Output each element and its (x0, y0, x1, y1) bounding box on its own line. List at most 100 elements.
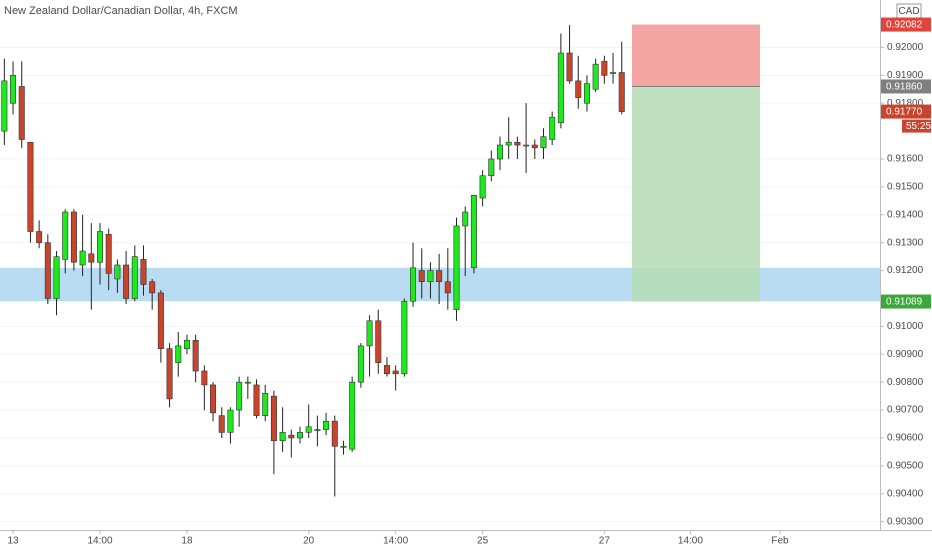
candle-body (531, 144, 538, 149)
candle-body (262, 393, 269, 416)
x-tick-label: Feb (771, 536, 789, 547)
chart-title: New Zealand Dollar/Canadian Dollar, 4h, … (4, 5, 238, 17)
candle-body (366, 320, 373, 347)
target-label: 0.91089 (886, 297, 923, 308)
candle-body (88, 253, 95, 263)
candle-body (157, 292, 164, 349)
candle-body (10, 75, 17, 104)
y-tick-label: 0.91800 (887, 98, 924, 109)
y-tick-label: 0.90500 (887, 460, 924, 471)
candle-body (62, 211, 69, 260)
candle-body (18, 86, 25, 140)
candle-body (70, 211, 77, 263)
candle-body (297, 432, 303, 439)
candle-body (279, 432, 286, 442)
candle-body (114, 264, 121, 280)
x-tick-label: 14:00 (678, 536, 703, 547)
candle-body (79, 250, 86, 266)
candle-body (340, 446, 347, 448)
y-tick-label: 0.90400 (887, 488, 924, 499)
y-tick-label: 0.90700 (887, 405, 924, 416)
y-tick-label: 0.91200 (887, 265, 924, 276)
candle-body (201, 370, 208, 386)
candle-body (618, 72, 625, 112)
y-tick-label: 0.91900 (887, 70, 924, 81)
entry-label: 0.91860 (886, 82, 923, 93)
candle-body (418, 270, 425, 283)
currency: CAD (898, 6, 919, 17)
stop-tag (881, 17, 931, 32)
candle-body (192, 340, 199, 372)
candle-body (97, 231, 103, 263)
y-tick-label: 0.90300 (887, 516, 924, 527)
y-tick-label: 0.91000 (887, 321, 924, 332)
candle-body (314, 429, 321, 431)
candle-body (331, 420, 338, 447)
candle-body (401, 300, 408, 375)
candle-body (436, 270, 443, 283)
candle-body (323, 420, 330, 430)
candle-body (444, 281, 451, 294)
target-area (632, 86, 760, 302)
candle-body (244, 381, 251, 384)
candle-body (453, 225, 460, 310)
candle-body (392, 370, 399, 375)
y-tick-label: 0.91300 (887, 237, 924, 248)
candle-body (27, 141, 34, 232)
candle-body (36, 231, 43, 243)
candle-body (383, 365, 390, 375)
candle-body (375, 320, 382, 363)
candle-body (123, 264, 130, 299)
candle-body (410, 267, 417, 302)
candle-body (583, 83, 590, 104)
stop-label: 0.92082 (886, 20, 923, 31)
candle-body (183, 340, 190, 349)
candle-body (479, 175, 486, 199)
y-tick-label: 0.92000 (887, 42, 924, 53)
candle-body (227, 409, 234, 433)
entry-tag (881, 79, 931, 94)
candle-body (488, 158, 495, 177)
x-tick-label: 14:00 (383, 536, 408, 547)
candle-body (305, 426, 312, 433)
candle-body (497, 144, 503, 160)
candle-body (470, 194, 477, 269)
countdown: 55:25 (906, 121, 931, 132)
candle-body (210, 384, 217, 414)
candle-body (462, 211, 469, 227)
candle-body (427, 270, 434, 283)
candle-body (288, 434, 295, 439)
x-tick-label: 25 (477, 536, 489, 547)
countdown-tag (902, 119, 931, 133)
candle-body (357, 345, 364, 383)
target-tag (881, 294, 931, 309)
y-tick-label: 0.91600 (887, 154, 924, 165)
candle-body (349, 381, 356, 450)
candle-body (557, 52, 564, 124)
candle-body (140, 259, 147, 285)
candle-body (514, 141, 521, 146)
x-tick-label: 27 (599, 536, 611, 547)
candle-body (236, 381, 243, 411)
candle-body (149, 281, 156, 294)
stop-area (632, 24, 760, 87)
candle-body (592, 63, 599, 90)
y-tick-label: 0.90800 (887, 377, 924, 388)
x-tick-label: 14:00 (87, 536, 112, 547)
candle-body (270, 395, 277, 442)
y-tick-label: 0.91500 (887, 182, 924, 193)
candle-body (575, 80, 582, 98)
candle-body (1, 80, 8, 132)
x-tick-label: 13 (7, 536, 19, 547)
candle-body (549, 116, 556, 140)
x-tick-label: 20 (303, 536, 315, 547)
candle-body (610, 72, 617, 74)
candle-body (601, 61, 608, 76)
candle-body (218, 415, 225, 433)
candle-body (105, 234, 112, 274)
last-price-label: 0.91770 (886, 107, 923, 118)
candle-body (523, 144, 530, 147)
candle-body (131, 256, 138, 299)
y-tick-label: 0.90900 (887, 349, 924, 360)
